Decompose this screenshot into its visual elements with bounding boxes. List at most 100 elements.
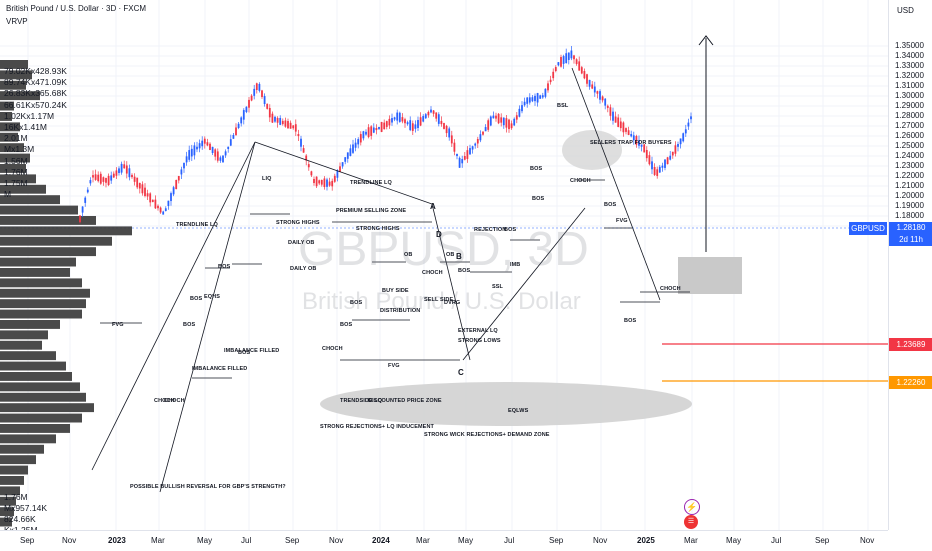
- chart-annotation: POSSIBLE BULLISH REVERSAL FOR GBP'S STRE…: [130, 484, 286, 490]
- candle-body: [653, 166, 656, 175]
- candle-body: [167, 200, 170, 207]
- us-flag-icon[interactable]: ☰: [684, 515, 698, 529]
- candle-body: [313, 178, 315, 184]
- candle-body: [242, 110, 245, 120]
- supply-zone: [678, 257, 742, 294]
- candle-body: [619, 121, 622, 129]
- candle-body: [419, 117, 422, 126]
- candle-body: [203, 138, 206, 144]
- time-tick: Sep: [549, 536, 564, 545]
- candle-body: [682, 133, 685, 142]
- candle-body: [170, 193, 172, 202]
- symbol-price: 1.28180: [896, 223, 926, 232]
- trap-zone: [562, 130, 622, 170]
- time-tick: Nov: [860, 536, 875, 545]
- drawn-line: [254, 141, 433, 205]
- candle-body: [679, 138, 682, 145]
- candle-body: [417, 120, 419, 128]
- candle-body: [547, 83, 549, 91]
- volume-profile-bar: [0, 455, 36, 465]
- chart-annotation: FVG: [388, 363, 400, 369]
- volume-profile-bar: [0, 216, 96, 225]
- chart-annotation: DVRG: [444, 300, 461, 306]
- candle-body: [664, 159, 666, 168]
- volume-profile-bar: [0, 247, 96, 257]
- candle-body: [463, 156, 466, 160]
- volume-profile-bar: [0, 517, 12, 527]
- volume-profile-label: 824.66K: [4, 514, 36, 524]
- price-chart[interactable]: [0, 0, 888, 530]
- candle-body: [318, 180, 321, 184]
- candle-body: [388, 118, 391, 126]
- candle-body: [250, 95, 253, 101]
- candle-body: [370, 126, 373, 136]
- candle-body: [94, 174, 97, 180]
- price-axis[interactable]: USD 1.35000 1.34000 1.33000 1.32000 1.31000 1…: [849, 0, 932, 530]
- candle-body: [271, 113, 274, 123]
- candle-body: [557, 62, 560, 66]
- chart-annotation: SELL SIDE: [424, 297, 454, 303]
- candle-body: [315, 176, 318, 187]
- candle-body: [276, 117, 279, 123]
- candle-body: [255, 83, 258, 90]
- time-tick: Nov: [593, 536, 608, 545]
- chart-annotation: STRONG REJECTIONS+ LQ INDUCEMENT: [320, 424, 434, 430]
- candle-body: [674, 145, 677, 154]
- symbol-price-tag: GBPUSD 1.28180 2d 11h: [849, 222, 932, 246]
- candle-body: [656, 169, 659, 176]
- candle-body: [216, 151, 219, 161]
- candle-body: [362, 131, 365, 139]
- time-tick: 2023: [108, 536, 126, 545]
- candle-body: [300, 138, 302, 147]
- candle-body: [326, 179, 328, 187]
- candle-body: [245, 106, 248, 113]
- price-tick: 1.24000: [895, 151, 924, 160]
- candle-body: [523, 101, 526, 106]
- candle-body: [461, 159, 464, 164]
- candle-body: [258, 83, 261, 91]
- candle-body: [123, 164, 126, 169]
- chart-pane[interactable]: GBPUSD, 3D British Pound / U.S. Dollar B…: [0, 0, 888, 530]
- candle-body: [489, 116, 492, 126]
- candle-body: [310, 171, 313, 176]
- volume-profile-bar: [0, 299, 86, 309]
- candle-body: [575, 59, 578, 65]
- chart-annotation: STRONG LOWS: [458, 338, 501, 344]
- chart-annotation: STRONG WICK REJECTIONS+ DEMAND ZONE: [424, 432, 550, 438]
- candle-body: [102, 177, 105, 182]
- candle-body: [609, 107, 612, 116]
- candle-body: [456, 153, 458, 157]
- candle-body: [92, 175, 94, 178]
- chart-annotation: BOS: [604, 202, 617, 208]
- time-axis[interactable]: Sep Nov 2023 Mar May Jul Sep Nov 2024 Mar May Jul Se…: [0, 530, 888, 551]
- candle-body: [411, 123, 414, 131]
- currency-label[interactable]: USD: [897, 6, 914, 15]
- volume-profile-label: 2.01M: [4, 133, 28, 144]
- indicator-label[interactable]: VRVP: [6, 17, 28, 26]
- candle-body: [669, 155, 672, 160]
- candle-body: [159, 207, 162, 213]
- candle-body: [99, 173, 102, 184]
- candle-body: [684, 129, 687, 134]
- volume-profile-bar: [0, 434, 56, 444]
- chart-title[interactable]: British Pound / U.S. Dollar · 3D · FXCM: [6, 4, 147, 13]
- chart-annotation: DAILY OB: [288, 240, 315, 246]
- volume-profile-bar: [0, 465, 28, 475]
- arrow-head-icon: [698, 35, 714, 46]
- candle-body: [510, 123, 513, 129]
- volume-profile-bar: [0, 330, 48, 340]
- price-tick: 1.20000: [895, 191, 924, 200]
- candle-body: [567, 52, 570, 60]
- candle-body: [131, 174, 133, 178]
- volume-profile-bar: [0, 496, 16, 506]
- volume-profile-bar: [0, 112, 12, 121]
- chart-annotation: DISCOUNTED PRICE ZONE: [368, 398, 442, 404]
- candle-body: [541, 95, 544, 98]
- candle-body: [266, 103, 269, 109]
- chart-annotation: PREMIUM SELLING ZONE: [336, 208, 407, 214]
- lightning-icon[interactable]: ⚡: [684, 499, 700, 515]
- candle-body: [328, 181, 331, 186]
- candle-body: [549, 79, 552, 83]
- chart-annotation: BSL: [557, 103, 569, 109]
- volume-profile-label: 66.61Kx570.24K: [4, 99, 67, 110]
